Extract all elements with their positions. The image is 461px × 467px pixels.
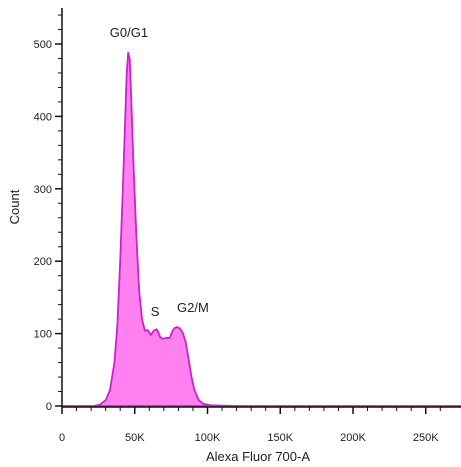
y-tick-label: 200 xyxy=(34,256,52,268)
x-tick-label: 250K xyxy=(413,432,439,444)
histogram-area xyxy=(61,51,461,407)
x-tick-label: 100K xyxy=(195,432,221,444)
peak-annotation: S xyxy=(151,304,160,319)
y-tick-label: 100 xyxy=(34,329,52,341)
x-tick-label: 50K xyxy=(125,432,145,444)
y-ticks: 0 100 200 300 400 500 xyxy=(34,14,62,413)
x-ticks: 0 50K 100K 150K 200K 250K xyxy=(59,407,441,444)
x-axis-title: Alexa Fluor 700-A xyxy=(206,449,310,464)
axes xyxy=(61,8,461,408)
annotations: G0/G1 S G2/M xyxy=(110,25,209,319)
y-tick-label: 0 xyxy=(46,401,52,413)
plot-area xyxy=(61,51,461,407)
peak-annotation: G2/M xyxy=(177,300,209,315)
x-tick-label: 150K xyxy=(267,432,293,444)
y-axis-title: Count xyxy=(7,189,22,224)
peak-annotation: G0/G1 xyxy=(110,25,148,40)
y-tick-label: 300 xyxy=(34,184,52,196)
y-tick-label: 500 xyxy=(34,39,52,51)
y-tick-label: 400 xyxy=(34,111,52,123)
x-tick-label: 0 xyxy=(59,432,65,444)
x-tick-label: 200K xyxy=(340,432,366,444)
